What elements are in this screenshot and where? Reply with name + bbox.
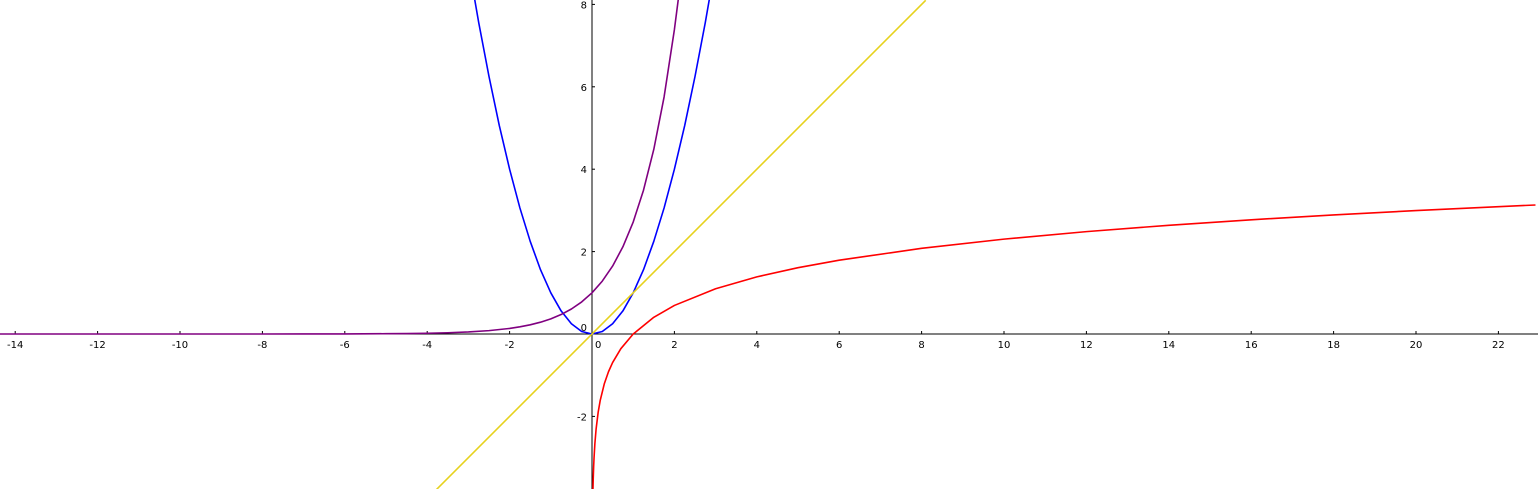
x-tick-label: 2 [671, 340, 677, 351]
x-tick-label: -10 [172, 340, 188, 351]
x-tick-label: 14 [1162, 340, 1175, 351]
y-tick-label: 8 [581, 0, 587, 11]
x-tick-label: 20 [1410, 340, 1423, 351]
x-tick-label: -12 [89, 340, 105, 351]
x-tick-label: -2 [505, 340, 515, 351]
x-tick-label: -4 [422, 340, 432, 351]
x-tick-label: 12 [1080, 340, 1093, 351]
x-tick-label: 22 [1492, 340, 1505, 351]
y-axis-ticks: -2 2 4 6 8 [577, 0, 595, 423]
x-tick-label: 8 [918, 340, 924, 351]
x-tick-label: -8 [257, 340, 267, 351]
x-tick-label: 18 [1327, 340, 1340, 351]
exponential-curve [0, 0, 680, 335]
x-tick-label: 4 [754, 340, 760, 351]
x-tick-label: 10 [998, 340, 1011, 351]
x-axis-ticks: -14 -12 -10 -8 -6 -4 -2 2 4 6 8 10 12 14 16 18 20 22 [7, 331, 1505, 351]
x-tick-label: 16 [1245, 340, 1258, 351]
x-tick-label: -6 [340, 340, 350, 351]
y-origin-label: 0 [581, 323, 587, 334]
y-tick-label: 2 [581, 248, 587, 259]
logarithm-curve [592, 204, 1536, 489]
identity-line [435, 0, 927, 489]
y-tick-label: 4 [581, 165, 587, 176]
y-tick-label: -2 [577, 412, 587, 423]
x-tick-label: 6 [836, 340, 842, 351]
x-origin-label: 0 [595, 340, 601, 351]
x-tick-label: -14 [7, 340, 23, 351]
y-tick-label: 6 [581, 83, 587, 94]
